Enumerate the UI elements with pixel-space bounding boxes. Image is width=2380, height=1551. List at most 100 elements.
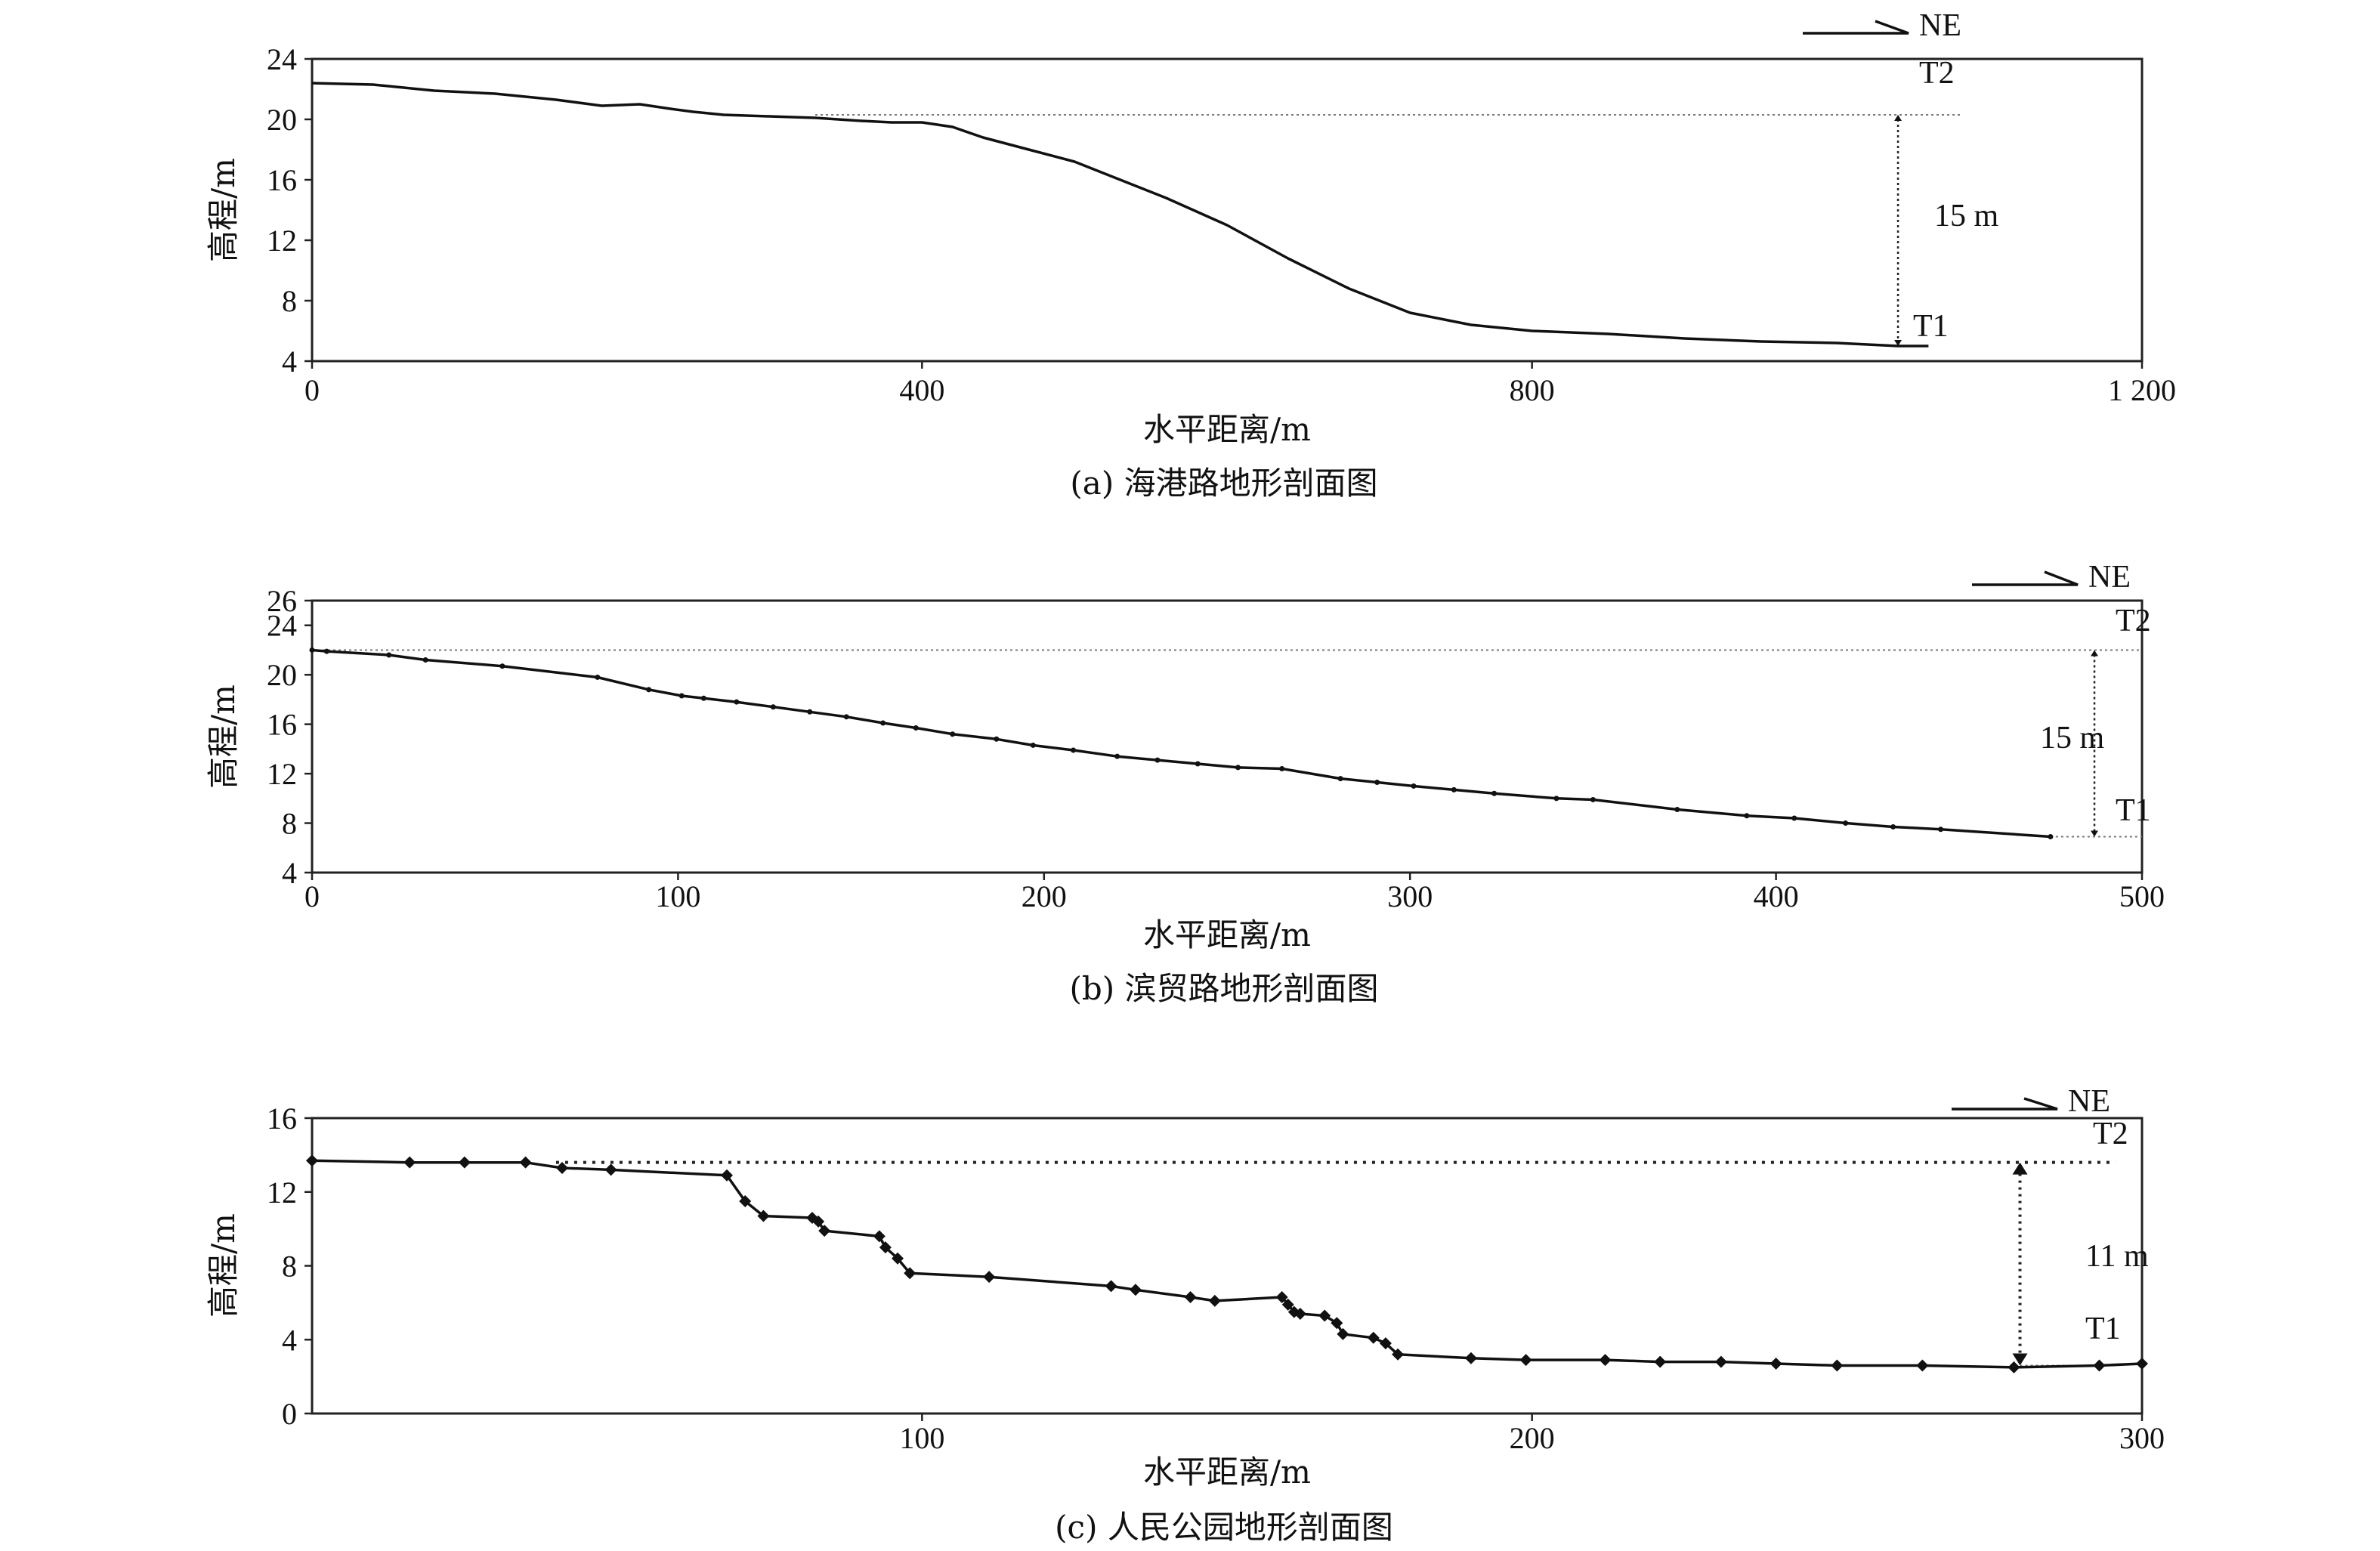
panel-c-data-point bbox=[2093, 1359, 2106, 1372]
panel-a-x-tick-label: 400 bbox=[899, 373, 944, 407]
panel-c-data-point bbox=[306, 1154, 318, 1167]
panel-c-data-point bbox=[2136, 1358, 2148, 1370]
panel-b-data-point bbox=[1491, 790, 1498, 796]
panel-b-arrow-up bbox=[2091, 650, 2099, 657]
panel-a-y-tick-label: 20 bbox=[267, 103, 297, 137]
panel-c-data-point bbox=[892, 1252, 904, 1265]
panel-c-t1-label: T1 bbox=[2085, 1312, 2121, 1346]
panel-a-t1-label: T1 bbox=[1913, 309, 1949, 344]
panel-a-x-tick-label: 1 200 bbox=[2108, 373, 2176, 407]
panel-b-y-tick-label: 20 bbox=[267, 658, 297, 692]
panel-b-data-point bbox=[1071, 747, 1077, 753]
panel-b-data-point bbox=[700, 695, 706, 701]
panel-b-ne-arrow-icon bbox=[1972, 570, 2079, 586]
panel-b-data-point bbox=[950, 731, 956, 737]
panel-b-data-point bbox=[646, 687, 652, 693]
panel-c-data-point bbox=[1714, 1355, 1727, 1368]
panel-b-y-axis-label: 高程/m bbox=[205, 684, 242, 789]
panel-c-data-point bbox=[739, 1194, 752, 1207]
panel-c-data-point bbox=[818, 1225, 831, 1237]
panel-a-y-tick-label: 12 bbox=[267, 224, 297, 258]
panel-b-data-point bbox=[843, 714, 849, 720]
panel-b-data-point bbox=[1411, 783, 1417, 789]
panel-b-y-tick-label: 24 bbox=[267, 609, 297, 643]
panel-c-ne-label: NE bbox=[2068, 1084, 2110, 1119]
panel-c-data-point bbox=[1281, 1298, 1294, 1311]
panel-c-x-tick-label: 200 bbox=[1510, 1421, 1555, 1455]
panel-c-data-point bbox=[1318, 1309, 1331, 1322]
panel-c-data-point bbox=[1916, 1359, 1929, 1372]
panel-b-data-point bbox=[386, 652, 392, 658]
panel-a-elevation-profile-line bbox=[311, 82, 1929, 348]
panel-c-data-point bbox=[720, 1169, 733, 1182]
panel-a-y-tick-label: 24 bbox=[267, 42, 297, 76]
panel-c-y-tick-label: 8 bbox=[282, 1250, 297, 1284]
panel-b-data-point bbox=[1154, 757, 1161, 763]
panel-b-data-point bbox=[1553, 796, 1559, 802]
panel-b-arrow-down bbox=[2091, 830, 2099, 837]
panel-b-y-tick-label: 8 bbox=[282, 807, 297, 841]
panel-a-x-tick-label: 0 bbox=[304, 373, 320, 407]
panel-b-data-point bbox=[323, 648, 329, 654]
panel-c-caption: (c) 人民公园地形剖面图 bbox=[1055, 1509, 1393, 1546]
panel-b-data-point bbox=[1030, 742, 1036, 748]
panel-c-y-tick-label: 16 bbox=[267, 1101, 297, 1135]
panel-b-data-point bbox=[734, 699, 740, 705]
panel-b-data-point bbox=[1114, 753, 1120, 759]
panel-c-data-point bbox=[1337, 1327, 1349, 1340]
panel-b-data-point bbox=[1590, 796, 1596, 802]
panel-b-data-point bbox=[1843, 820, 1849, 826]
panel-b-x-tick-label: 100 bbox=[655, 879, 700, 913]
panel-b-data-point bbox=[1235, 765, 1241, 771]
panel-c-t2-label: T2 bbox=[2093, 1117, 2128, 1151]
panel-a-height-label: 15 m bbox=[1934, 199, 1999, 233]
panel-b-data-point bbox=[913, 725, 919, 731]
panel-c-data-point bbox=[1770, 1358, 1782, 1370]
panel-b-data-point bbox=[1938, 826, 1944, 833]
panel-c-height-label: 11 m bbox=[2085, 1239, 2149, 1274]
panel-c-data-point bbox=[1392, 1348, 1405, 1361]
panel-c-data-point bbox=[556, 1161, 569, 1174]
panel-c-data-point bbox=[1184, 1291, 1197, 1304]
panel-b-data-point bbox=[1451, 786, 1457, 792]
panel-c-data-point bbox=[1831, 1359, 1844, 1372]
panel-a-arrow-up bbox=[1894, 115, 1902, 121]
panel-a-y-tick-label: 4 bbox=[282, 344, 297, 378]
panel-b-data-point bbox=[678, 693, 685, 699]
panel-c-ne-arrow-icon bbox=[1952, 1097, 2058, 1111]
panel-c-data-point bbox=[1275, 1291, 1288, 1304]
panel-c-arrow-up bbox=[2012, 1162, 2028, 1175]
panel-b-t1-label: T1 bbox=[2116, 793, 2151, 828]
panel-b-data-point bbox=[770, 704, 776, 710]
panel-c-x-axis-label: 水平距离/m bbox=[1143, 1454, 1311, 1491]
panel-b-data-point bbox=[499, 663, 505, 669]
panel-a-ne-label: NE bbox=[1919, 8, 1961, 43]
panel-c-y-tick-label: 12 bbox=[267, 1176, 297, 1210]
panel-b-data-point bbox=[1890, 823, 1896, 830]
panel-c-data-point bbox=[1105, 1280, 1117, 1293]
panel-b-data-point bbox=[807, 709, 813, 715]
panel-c-data-point bbox=[403, 1156, 416, 1169]
panel-a-caption: (a) 海港路地形剖面图 bbox=[1070, 465, 1377, 502]
panel-c-data-point bbox=[1294, 1308, 1306, 1321]
panel-b-caption: (b) 滨贸路地形剖面图 bbox=[1069, 970, 1378, 1007]
panel-b-x-tick-label: 200 bbox=[1022, 879, 1067, 913]
panel-a-ne-arrow-icon bbox=[1803, 20, 1909, 35]
panel-b-y-tick-label: 4 bbox=[282, 856, 297, 890]
panel-c-data-point bbox=[1208, 1294, 1221, 1307]
panel-b-plot-frame bbox=[311, 599, 2144, 874]
panel-a-x-tick-label: 800 bbox=[1510, 373, 1555, 407]
panel-c-data-point bbox=[1519, 1354, 1532, 1367]
panel-b-height-label: 15 m bbox=[2040, 721, 2105, 755]
panel-c-data-point bbox=[873, 1230, 886, 1243]
panel-c-data-point bbox=[1464, 1352, 1477, 1364]
panel-c-y-axis-label: 高程/m bbox=[205, 1213, 242, 1318]
panel-b-y-tick-label: 26 bbox=[267, 584, 297, 618]
panel-b-x-tick-label: 500 bbox=[2119, 879, 2165, 913]
panel-a-y-tick-label: 8 bbox=[282, 284, 297, 318]
panel-c-data-point bbox=[1379, 1337, 1392, 1350]
panel-b-x-tick-label: 0 bbox=[304, 879, 320, 913]
panel-c-data-point bbox=[2008, 1361, 2020, 1373]
panel-b-data-point bbox=[1744, 813, 1750, 819]
